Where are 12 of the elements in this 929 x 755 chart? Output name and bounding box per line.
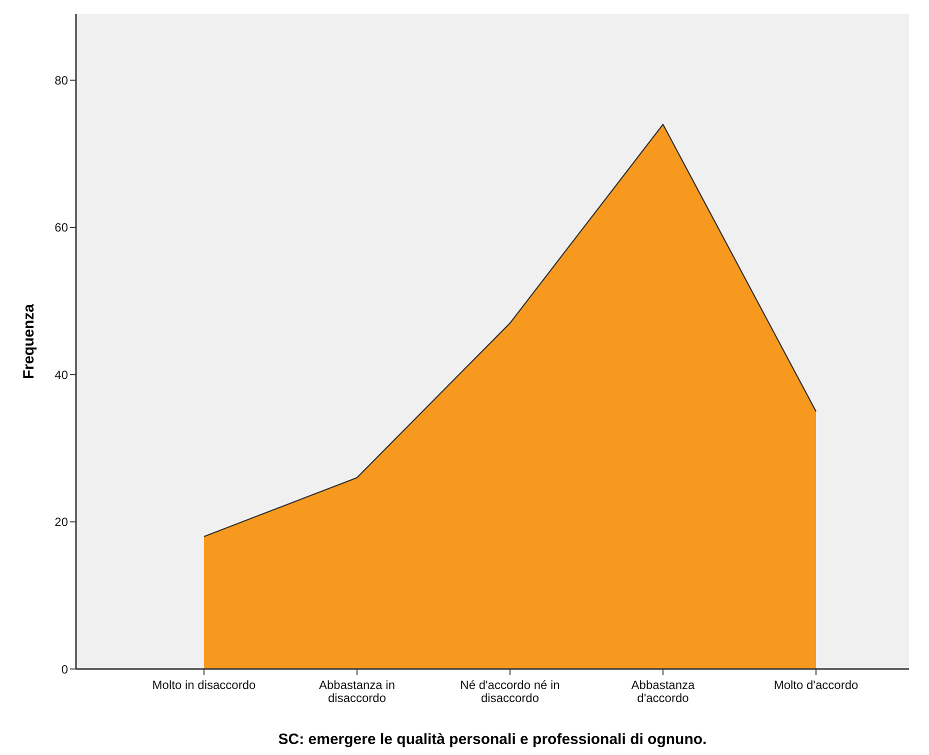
y-tick-label: 40 [54, 368, 68, 382]
y-tick-label: 0 [61, 662, 68, 676]
y-tick-label: 60 [54, 220, 68, 235]
x-tick-label: Molto d'accordo [774, 678, 858, 692]
x-tick-label: Abbastanza in disaccordo [318, 678, 396, 705]
y-axis-title: Frequenza [20, 303, 38, 380]
y-tick-label: 80 [54, 73, 68, 88]
x-tick-label: Né d'accordo né in disaccordo [460, 678, 560, 705]
y-tick-label: 20 [54, 515, 68, 530]
x-tick-label: Abbastanza d'accordo [631, 678, 696, 705]
x-axis-title: SC: emergere le qualità personali e professionali di ognuno. [278, 731, 707, 748]
x-tick-label: Molto in disaccordo [152, 678, 256, 692]
